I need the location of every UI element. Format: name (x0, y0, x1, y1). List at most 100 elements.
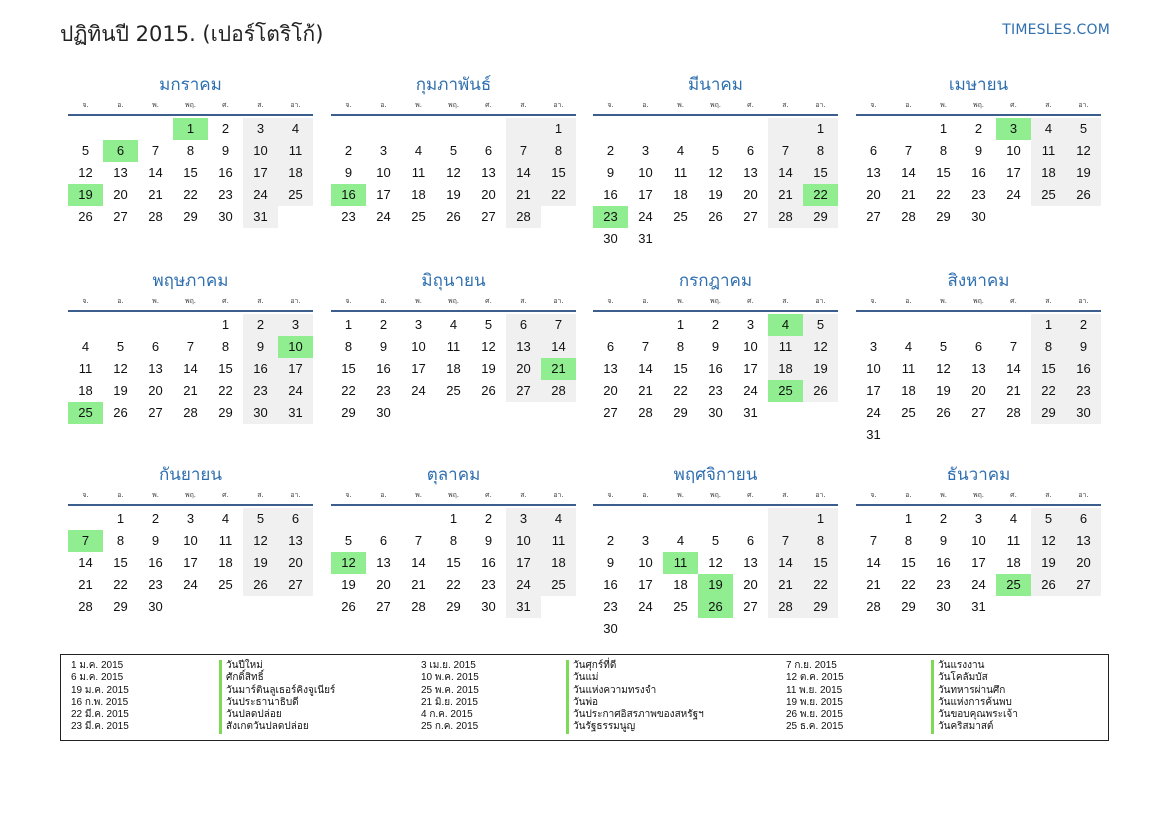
day-cell[interactable]: 29 (341, 405, 356, 420)
day-cell[interactable]: 10 (278, 336, 313, 358)
day-cell[interactable]: 31 (971, 599, 986, 614)
day-cell[interactable]: 28 (768, 596, 803, 618)
day-cell[interactable]: 14 (183, 361, 198, 376)
day-cell[interactable]: 21 (768, 184, 803, 206)
day-cell[interactable]: 16 (243, 358, 278, 380)
day-cell[interactable]: 31 (506, 596, 541, 618)
day-cell[interactable]: 14 (866, 555, 881, 570)
day-cell[interactable]: 28 (1006, 405, 1021, 420)
brand-link[interactable]: TIMESLES.COM (1002, 22, 1110, 38)
day-cell[interactable]: 24 (638, 209, 653, 224)
day-cell[interactable]: 22 (113, 577, 128, 592)
day-cell[interactable]: 15 (803, 552, 838, 574)
day-cell[interactable]: 23 (481, 577, 496, 592)
day-cell[interactable]: 24 (278, 380, 313, 402)
day-cell[interactable]: 14 (506, 162, 541, 184)
day-cell[interactable]: 1 (676, 317, 685, 332)
day-cell[interactable]: 10 (743, 339, 758, 354)
day-cell[interactable]: 24 (376, 209, 391, 224)
day-cell[interactable]: 17 (183, 555, 198, 570)
day-cell[interactable]: 2 (606, 143, 615, 158)
day-cell[interactable]: 9 (484, 533, 493, 548)
day-cell[interactable]: 5 (449, 143, 458, 158)
day-cell[interactable]: 19 (243, 552, 278, 574)
day-cell[interactable]: 28 (506, 206, 541, 228)
day-cell[interactable]: 8 (344, 339, 353, 354)
day-cell[interactable]: 11 (768, 336, 803, 358)
day-cell[interactable]: 18 (901, 383, 916, 398)
day-cell[interactable]: 31 (278, 402, 313, 424)
day-cell[interactable]: 19 (698, 574, 733, 596)
day-cell[interactable]: 9 (344, 165, 353, 180)
day-cell[interactable]: 25 (541, 574, 576, 596)
day-cell[interactable]: 9 (151, 533, 160, 548)
day-cell[interactable]: 23 (1066, 380, 1101, 402)
day-cell[interactable]: 20 (506, 358, 541, 380)
day-cell[interactable]: 7 (768, 530, 803, 552)
day-cell[interactable]: 4 (676, 143, 685, 158)
day-cell[interactable]: 26 (481, 383, 496, 398)
day-cell[interactable]: 1 (116, 511, 125, 526)
day-cell[interactable]: 30 (218, 209, 233, 224)
day-cell[interactable]: 4 (81, 339, 90, 354)
day-cell[interactable]: 2 (379, 317, 388, 332)
day-cell[interactable]: 18 (541, 552, 576, 574)
day-cell[interactable]: 12 (446, 165, 461, 180)
day-cell[interactable]: 19 (446, 187, 461, 202)
day-cell[interactable]: 16 (708, 361, 723, 376)
day-cell[interactable]: 29 (901, 599, 916, 614)
day-cell[interactable]: 9 (606, 555, 615, 570)
day-cell[interactable]: 12 (243, 530, 278, 552)
day-cell[interactable]: 6 (606, 339, 615, 354)
day-cell[interactable]: 26 (78, 209, 93, 224)
day-cell[interactable]: 11 (78, 361, 93, 376)
day-cell[interactable]: 3 (186, 511, 195, 526)
day-cell[interactable]: 28 (866, 599, 881, 614)
day-cell[interactable]: 29 (803, 206, 838, 228)
day-cell[interactable]: 29 (936, 209, 951, 224)
day-cell[interactable]: 24 (971, 577, 986, 592)
day-cell[interactable]: 23 (936, 577, 951, 592)
day-cell[interactable]: 7 (904, 143, 913, 158)
day-cell[interactable]: 12 (803, 336, 838, 358)
day-cell[interactable]: 5 (116, 339, 125, 354)
day-cell[interactable]: 6 (379, 533, 388, 548)
day-cell[interactable]: 8 (1031, 336, 1066, 358)
day-cell[interactable]: 19 (68, 184, 103, 206)
day-cell[interactable]: 1 (803, 508, 838, 530)
day-cell[interactable]: 2 (939, 511, 948, 526)
day-cell[interactable]: 27 (866, 209, 881, 224)
day-cell[interactable]: 16 (376, 361, 391, 376)
day-cell[interactable]: 18 (1006, 555, 1021, 570)
day-cell[interactable]: 15 (541, 162, 576, 184)
day-cell[interactable]: 31 (866, 427, 881, 442)
day-cell[interactable]: 23 (148, 577, 163, 592)
day-cell[interactable]: 19 (481, 361, 496, 376)
day-cell[interactable]: 9 (606, 165, 615, 180)
day-cell[interactable]: 10 (866, 361, 881, 376)
day-cell[interactable]: 20 (376, 577, 391, 592)
day-cell[interactable]: 1 (541, 118, 576, 140)
day-cell[interactable]: 2 (606, 533, 615, 548)
day-cell[interactable]: 19 (803, 358, 838, 380)
day-cell[interactable]: 17 (411, 361, 426, 376)
day-cell[interactable]: 22 (541, 184, 576, 206)
day-cell[interactable]: 23 (243, 380, 278, 402)
day-cell[interactable]: 20 (743, 577, 758, 592)
day-cell[interactable]: 14 (411, 555, 426, 570)
day-cell[interactable]: 29 (803, 596, 838, 618)
day-cell[interactable]: 6 (103, 140, 138, 162)
day-cell[interactable]: 11 (411, 165, 426, 180)
day-cell[interactable]: 4 (768, 314, 803, 336)
day-cell[interactable]: 6 (869, 143, 878, 158)
day-cell[interactable]: 15 (218, 361, 233, 376)
day-cell[interactable]: 7 (869, 533, 878, 548)
day-cell[interactable]: 18 (768, 358, 803, 380)
day-cell[interactable]: 23 (603, 599, 618, 614)
day-cell[interactable]: 26 (708, 209, 723, 224)
day-cell[interactable]: 27 (278, 574, 313, 596)
day-cell[interactable]: 29 (673, 405, 688, 420)
day-cell[interactable]: 17 (1006, 165, 1021, 180)
day-cell[interactable]: 13 (743, 165, 758, 180)
day-cell[interactable]: 24 (506, 574, 541, 596)
